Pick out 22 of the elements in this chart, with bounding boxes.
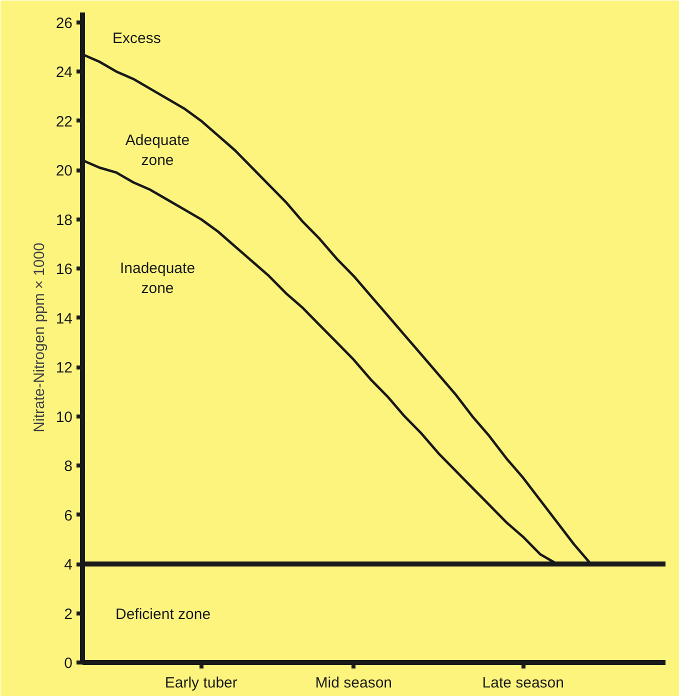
x-tick-label: Late season [482, 674, 564, 692]
y-tick-label: 10 [56, 408, 73, 426]
y-tick-label: 18 [56, 212, 73, 229]
x-tick-label: Mid season [315, 674, 392, 692]
y-tick-label: 20 [56, 162, 73, 180]
y-tick-label: 14 [56, 310, 73, 328]
x-tick-label: Early tuber [164, 674, 238, 692]
annotation: Excess [112, 30, 161, 47]
annotation: Deficient zone [116, 606, 211, 623]
annotation: Inadequate zone [120, 260, 196, 298]
y-tick-label: 24 [56, 64, 73, 82]
y-tick-label: 22 [56, 113, 73, 130]
y-tick-label: 4 [64, 556, 72, 574]
y-axis-title: Nitrate-Nitrogen ppm × 1000 [30, 242, 48, 432]
y-tick-label: 16 [56, 261, 73, 278]
y-tick-label: 8 [64, 458, 72, 476]
y-tick-label: 2 [64, 606, 72, 623]
y-tick-label: 0 [64, 655, 72, 672]
y-tick-label: 6 [64, 507, 72, 524]
annotation: Adequate zone [125, 132, 190, 170]
y-tick-label: 12 [56, 360, 73, 377]
y-tick-label: 26 [56, 14, 73, 32]
